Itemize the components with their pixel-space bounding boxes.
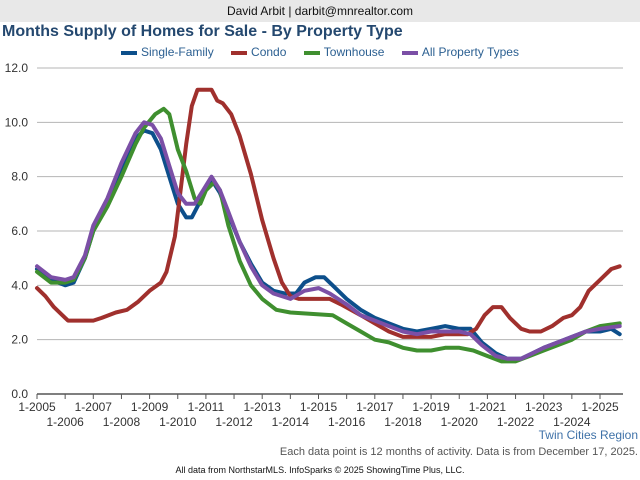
legend-label: Condo: [251, 45, 287, 59]
x-tick-label: 1-2013: [244, 400, 282, 414]
legend-swatch: [231, 50, 248, 55]
x-tick-label: 1-2018: [384, 415, 422, 429]
x-tick-label: 1-2010: [159, 415, 197, 429]
x-tick-label: 1-2011: [188, 400, 225, 414]
x-tick-label: 1-2016: [328, 415, 366, 429]
credit-text: All data from NorthstarMLS. InfoSparks ©…: [175, 465, 465, 475]
legend-item-all-property-types[interactable]: All Property Types: [401, 45, 519, 59]
x-tick-label: 1-2020: [441, 415, 479, 429]
legend-label: Townhouse: [323, 45, 385, 59]
x-tick-label: 1-2021: [469, 400, 507, 414]
x-tick-label: 1-2005: [18, 400, 56, 414]
region-label: Twin Cities Region: [538, 428, 638, 442]
x-tick-label: 1-2008: [103, 415, 141, 429]
y-tick-label: 10.0: [5, 115, 29, 129]
legend-label: Single-Family: [141, 45, 214, 59]
contact-bar: David Arbit | darbit@mnrealtor.com: [0, 0, 640, 22]
y-tick-label: 4.0: [11, 278, 28, 292]
x-tick-label: 1-2014: [272, 415, 310, 429]
legend-item-condo[interactable]: Condo: [231, 45, 286, 59]
y-tick-label: 6.0: [11, 224, 28, 238]
x-tick-label: 1-2022: [497, 415, 535, 429]
chart-title: Months Supply of Homes for Sale - By Pro…: [2, 23, 403, 40]
legend-swatch: [303, 50, 320, 55]
x-tick-label: 1-2019: [412, 400, 450, 414]
legend-label: All Property Types: [421, 45, 519, 59]
legend: Single-Family Condo Townhouse All Proper…: [0, 45, 640, 59]
series-line-all-property-types: [35, 120, 622, 361]
legend-item-townhouse[interactable]: Townhouse: [303, 45, 385, 59]
legend-item-single-family[interactable]: Single-Family: [121, 45, 214, 59]
y-tick-label: 12.0: [5, 61, 29, 75]
x-tick-label: 1-2012: [215, 415, 253, 429]
x-tick-label: 1-2015: [300, 400, 338, 414]
data-note: Each data point is 12 months of activity…: [279, 446, 638, 458]
x-tick-label: 1-2017: [356, 400, 394, 414]
series-line-townhouse: [35, 106, 622, 364]
x-tick-label: 1-2024: [553, 415, 591, 429]
legend-swatch: [401, 50, 418, 55]
x-tick-label: 1-2009: [131, 400, 169, 414]
contact-text: David Arbit | darbit@mnrealtor.com: [226, 4, 414, 18]
x-tick-label: 1-2025: [581, 400, 619, 414]
series-line-condo: [35, 87, 622, 339]
y-tick-label: 0.0: [11, 387, 28, 401]
x-tick-label: 1-2007: [75, 400, 113, 414]
y-tick-label: 2.0: [11, 333, 28, 347]
x-tick-label: 1-2006: [46, 415, 84, 429]
x-tick-label: 1-2023: [525, 400, 563, 414]
legend-swatch: [121, 50, 138, 55]
y-tick-label: 8.0: [11, 170, 28, 184]
